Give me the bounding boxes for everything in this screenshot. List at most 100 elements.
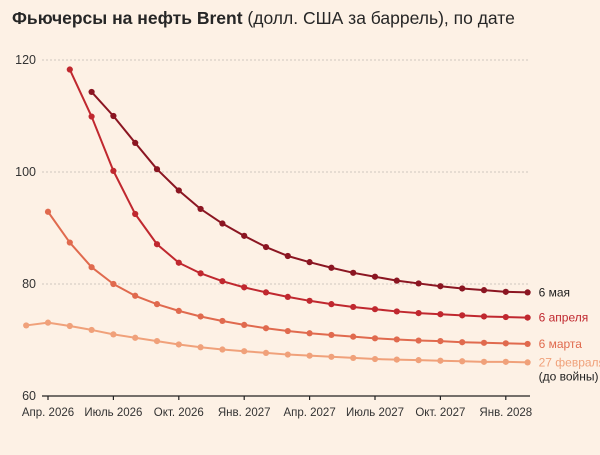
data-point bbox=[284, 351, 291, 358]
data-point bbox=[459, 312, 466, 319]
series-layer bbox=[23, 66, 531, 366]
data-point bbox=[88, 264, 95, 271]
x-tick-label: Июль 2027 bbox=[346, 407, 404, 419]
data-point bbox=[459, 358, 466, 365]
data-point bbox=[393, 277, 400, 284]
series-label: 6 мая bbox=[539, 285, 570, 299]
chart-title: Фьючерсы на нефть Brent (долл. США за ба… bbox=[12, 8, 515, 29]
data-point bbox=[110, 280, 117, 288]
data-point bbox=[23, 322, 30, 329]
data-point bbox=[393, 308, 400, 315]
y-tick-label: 100 bbox=[15, 165, 36, 179]
data-point bbox=[459, 339, 466, 346]
data-point bbox=[306, 352, 313, 359]
data-point bbox=[219, 317, 226, 325]
data-point bbox=[350, 333, 357, 340]
y-tick-label: 80 bbox=[22, 277, 36, 291]
data-point bbox=[110, 331, 117, 338]
label-layer: 27 февраля(до войны) 6 марта 6 апреля 6 мая bbox=[539, 285, 600, 383]
data-point bbox=[524, 340, 531, 348]
data-point bbox=[415, 280, 422, 287]
data-point bbox=[132, 292, 139, 299]
data-point bbox=[219, 346, 226, 353]
x-tick-label: Апр. 2026 bbox=[22, 407, 74, 419]
data-point bbox=[262, 289, 270, 296]
data-point bbox=[371, 335, 379, 342]
data-point bbox=[197, 344, 204, 351]
data-point bbox=[175, 341, 182, 348]
data-point bbox=[197, 270, 204, 277]
data-point bbox=[219, 278, 226, 285]
data-point bbox=[502, 313, 509, 321]
data-point bbox=[153, 241, 161, 248]
data-point bbox=[393, 336, 400, 343]
data-point bbox=[306, 330, 313, 337]
series-line bbox=[68, 69, 528, 319]
data-point bbox=[502, 340, 509, 347]
data-point bbox=[328, 301, 335, 308]
data-point bbox=[241, 232, 248, 239]
series-1 bbox=[23, 319, 531, 366]
data-point bbox=[371, 355, 379, 363]
y-tick-label: 60 bbox=[22, 389, 36, 403]
data-point bbox=[219, 220, 226, 227]
data-point bbox=[371, 306, 379, 313]
data-point bbox=[350, 303, 357, 311]
data-point bbox=[480, 287, 488, 294]
data-point bbox=[66, 322, 73, 330]
data-point bbox=[110, 112, 117, 120]
data-point bbox=[502, 288, 509, 295]
series-label: 6 апреля bbox=[539, 311, 589, 325]
data-point bbox=[132, 334, 139, 341]
data-point bbox=[437, 338, 444, 345]
data-point bbox=[262, 349, 270, 356]
data-point bbox=[66, 239, 73, 246]
data-point bbox=[350, 354, 357, 362]
data-point bbox=[241, 284, 248, 291]
data-point bbox=[262, 243, 270, 251]
data-point bbox=[153, 338, 161, 345]
data-point bbox=[306, 259, 313, 266]
x-tick-label: Янв. 2028 bbox=[479, 407, 532, 419]
series-2 bbox=[44, 208, 531, 348]
data-point bbox=[437, 311, 444, 318]
data-point bbox=[328, 331, 335, 339]
data-point bbox=[284, 293, 291, 300]
data-point bbox=[306, 297, 313, 304]
series-line bbox=[26, 321, 528, 364]
data-point bbox=[175, 187, 182, 194]
data-point bbox=[284, 252, 291, 260]
data-point bbox=[241, 348, 248, 355]
series-label: 6 марта bbox=[539, 337, 583, 351]
data-point bbox=[66, 66, 73, 73]
x-tick-label: Окт. 2026 bbox=[154, 407, 204, 419]
data-point bbox=[502, 358, 509, 365]
series-line bbox=[47, 211, 528, 345]
series-4 bbox=[88, 88, 531, 296]
data-point bbox=[524, 359, 531, 366]
data-point bbox=[415, 310, 422, 317]
data-point bbox=[480, 339, 488, 346]
data-point bbox=[44, 208, 52, 215]
data-point bbox=[480, 358, 488, 365]
data-point bbox=[415, 337, 422, 344]
series-note: (до войны) bbox=[539, 369, 599, 383]
data-point bbox=[175, 259, 182, 266]
x-tick-label: Июль 2026 bbox=[84, 407, 142, 419]
data-point bbox=[197, 205, 204, 213]
data-point bbox=[415, 357, 422, 364]
data-point bbox=[284, 327, 291, 335]
data-point bbox=[175, 307, 182, 314]
data-point bbox=[88, 326, 95, 334]
x-tick-label: Апр. 2027 bbox=[283, 407, 335, 419]
series-label: 27 февраля bbox=[539, 355, 600, 369]
chart-title-rest: (долл. США за баррель), по дате bbox=[247, 8, 515, 28]
x-tick-label: Янв. 2027 bbox=[218, 407, 271, 419]
data-point bbox=[350, 269, 357, 276]
y-tick-label: 120 bbox=[15, 53, 36, 67]
data-point bbox=[437, 357, 444, 364]
series-3 bbox=[66, 66, 531, 321]
data-point bbox=[437, 283, 444, 290]
data-point bbox=[132, 210, 139, 218]
